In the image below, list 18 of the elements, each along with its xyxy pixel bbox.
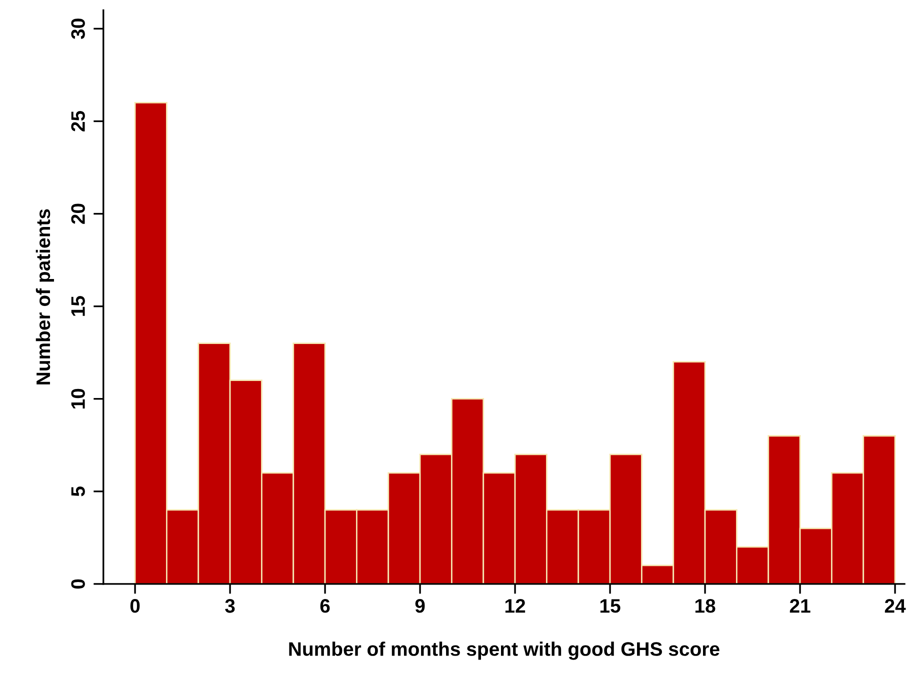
- y-tick-label: 10: [71, 388, 85, 408]
- y-tick-label: 15: [71, 296, 85, 316]
- y-tick-label: 25: [71, 110, 85, 132]
- x-tick-label: 21: [790, 599, 810, 613]
- y-tick-label: 5: [71, 486, 85, 496]
- y-axis-title: Number of patients: [36, 209, 54, 384]
- x-axis-title: Number of months spent with good GHS score: [289, 642, 720, 660]
- x-tick-label: 18: [695, 599, 716, 613]
- y-tick-label: 30: [71, 18, 85, 40]
- y-tick-label: 0: [71, 579, 85, 589]
- y-tick-label: 20: [71, 204, 85, 224]
- x-tick-label: 24: [884, 599, 906, 613]
- x-tick-label: 9: [415, 599, 425, 613]
- x-tick-label: 12: [505, 599, 526, 613]
- x-tick-label: 3: [225, 599, 235, 613]
- x-tick-label: 0: [130, 599, 140, 613]
- x-tick-label: 6: [320, 599, 330, 613]
- x-tick-label: 15: [600, 599, 620, 613]
